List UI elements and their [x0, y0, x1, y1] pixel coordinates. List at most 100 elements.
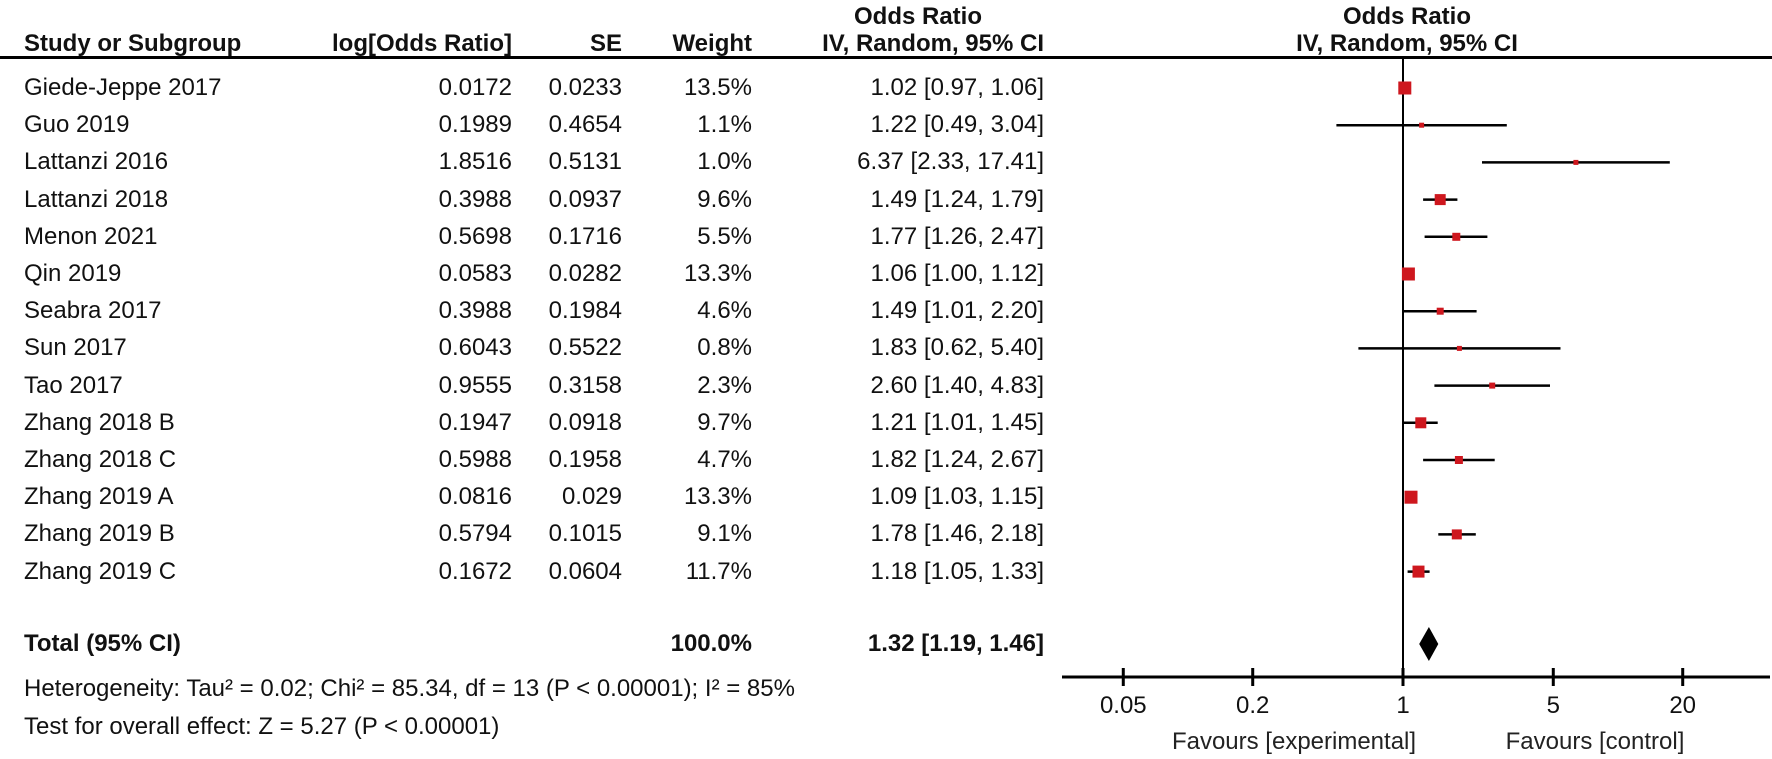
favours-control-label: Favours [control]: [1505, 728, 1685, 755]
study-se: 0.029: [561, 483, 622, 511]
study-weight: 1.0%: [697, 148, 752, 176]
study-name: Zhang 2018 C: [24, 446, 177, 473]
study-se: 0.5522: [548, 334, 622, 362]
study-name: Zhang 2018 B: [24, 408, 175, 436]
column-header-or-ci: IV, Random, 95% CI: [822, 30, 1044, 57]
total-diamond: [1419, 627, 1439, 661]
table-effect-group-header: Odds Ratio: [853, 3, 982, 30]
study-log-or: 0.6043: [438, 334, 512, 362]
study-estimate: 1.02 [0.97, 1.06]: [870, 74, 1044, 101]
study-name: Guo 2019: [24, 111, 130, 139]
study-estimate: 2.60 [1.40, 4.83]: [870, 371, 1044, 399]
point-estimate-square: [1404, 490, 1418, 504]
study-log-or: 0.0816: [438, 483, 512, 511]
study-log-or: 0.5988: [438, 446, 512, 473]
heterogeneity-stats: Heterogeneity: Tau² = 0.02; Chi² = 85.34…: [24, 675, 795, 702]
study-se: 0.0918: [548, 408, 622, 436]
study-name: Zhang 2019 B: [24, 520, 175, 548]
point-estimate-square: [1401, 267, 1415, 281]
study-estimate: 1.83 [0.62, 5.40]: [870, 334, 1044, 362]
point-estimate-square: [1415, 417, 1427, 429]
study-estimate: 6.37 [2.33, 17.41]: [857, 148, 1044, 176]
study-estimate: 1.49 [1.01, 2.20]: [870, 297, 1044, 325]
study-name: Sun 2017: [24, 334, 127, 362]
study-estimate: 1.49 [1.24, 1.79]: [870, 185, 1044, 213]
study-name: Tao 2017: [24, 371, 123, 399]
study-se: 0.1716: [548, 222, 622, 250]
column-header-study: Study or Subgroup: [24, 30, 242, 57]
study-log-or: 0.1672: [438, 557, 512, 585]
study-estimate: 1.77 [1.26, 2.47]: [870, 222, 1044, 250]
study-log-or: 0.3988: [438, 297, 512, 325]
study-name: Lattanzi 2018: [24, 185, 169, 213]
study-log-or: 0.5794: [438, 520, 512, 548]
point-estimate-square: [1573, 159, 1579, 165]
study-estimate: 1.22 [0.49, 3.04]: [870, 111, 1044, 139]
study-log-or: 0.3988: [438, 185, 512, 213]
study-weight: 4.7%: [697, 446, 752, 473]
study-estimate: 1.06 [1.00, 1.12]: [870, 260, 1044, 287]
header-underline: [0, 56, 1772, 59]
point-estimate-square: [1398, 81, 1412, 95]
study-log-or: 0.5698: [438, 222, 512, 250]
study-se: 0.1958: [548, 446, 622, 473]
study-weight: 1.1%: [697, 111, 752, 139]
point-estimate-square: [1412, 565, 1425, 578]
column-header-weight: Weight: [672, 30, 752, 57]
plot-effect-group-header: Odds Ratio: [1342, 3, 1471, 30]
study-se: 0.1015: [548, 520, 622, 548]
study-log-or: 0.0172: [438, 74, 512, 101]
study-weight: 9.7%: [697, 408, 752, 436]
study-log-or: 0.0583: [438, 260, 512, 287]
study-weight: 9.6%: [697, 185, 752, 213]
favours-experimental-label: Favours [experimental]: [1171, 728, 1417, 755]
overall-effect-test: Test for overall effect: Z = 5.27 (P < 0…: [24, 713, 500, 740]
study-estimate: 1.09 [1.03, 1.15]: [870, 483, 1044, 511]
point-estimate-square: [1451, 529, 1462, 540]
study-weight: 0.8%: [697, 334, 752, 362]
study-se: 0.0604: [548, 557, 622, 585]
study-name: Giede-Jeppe 2017: [24, 74, 222, 101]
study-weight: 13.5%: [683, 74, 752, 101]
point-estimate-square: [1452, 232, 1461, 241]
total-estimate: 1.32 [1.19, 1.46]: [867, 630, 1044, 657]
column-header-se: SE: [589, 30, 622, 57]
study-se: 0.5131: [548, 148, 622, 176]
study-name: Qin 2019: [24, 260, 122, 287]
study-se: 0.4654: [548, 111, 622, 139]
column-header-log-odds-ratio: log[Odds Ratio]: [332, 30, 512, 57]
study-weight: 13.3%: [683, 260, 752, 287]
axis-tick-label: 20: [1669, 692, 1697, 719]
axis-tick-label: 1: [1396, 692, 1410, 719]
axis-tick-label: 0.05: [1099, 692, 1147, 719]
study-se: 0.0937: [548, 185, 622, 213]
axis-tick-label: 5: [1546, 692, 1560, 719]
total-weight: 100.0%: [670, 630, 752, 657]
study-log-or: 1.8516: [438, 148, 512, 176]
study-name: Zhang 2019 C: [24, 557, 177, 585]
study-weight: 4.6%: [697, 297, 752, 325]
study-se: 0.0233: [548, 74, 622, 101]
study-log-or: 0.1989: [438, 111, 512, 139]
point-estimate-square: [1436, 307, 1444, 315]
study-estimate: 1.78 [1.46, 2.18]: [870, 520, 1044, 548]
study-log-or: 0.9555: [438, 371, 512, 399]
point-estimate-square: [1419, 122, 1425, 128]
axis-tick-label: 0.2: [1236, 692, 1270, 719]
point-estimate-square: [1454, 456, 1463, 464]
point-estimate-square: [1489, 382, 1496, 389]
study-estimate: 1.82 [1.24, 2.67]: [870, 446, 1044, 473]
point-estimate-square: [1434, 194, 1446, 206]
study-log-or: 0.1947: [438, 408, 512, 436]
study-name: Lattanzi 2016: [24, 148, 169, 176]
study-name: Menon 2021: [24, 222, 158, 250]
plot-header-or-ci: IV, Random, 95% CI: [1296, 30, 1518, 57]
study-name: Zhang 2019 A: [24, 483, 174, 511]
study-se: 0.1984: [548, 297, 622, 325]
study-se: 0.0282: [548, 260, 622, 287]
study-weight: 11.7%: [685, 557, 752, 585]
total-label: Total (95% CI): [24, 630, 181, 657]
study-name: Seabra 2017: [24, 297, 162, 325]
